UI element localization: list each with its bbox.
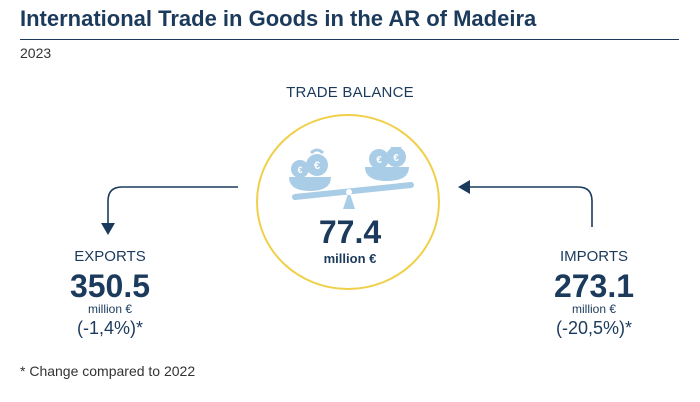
trade-balance-unit: million €: [323, 251, 377, 266]
exports-change: (-1,4%)*: [76, 318, 143, 338]
imports-value: 273.1: [553, 268, 635, 304]
svg-text:€: €: [297, 165, 302, 175]
svg-text:€: €: [393, 153, 399, 164]
exports-value: 350.5: [69, 268, 151, 304]
imports-unit: million €: [571, 302, 616, 316]
page-title: International Trade in Goods in the AR o…: [20, 6, 537, 31]
balance-scale-money-bags-icon: € € € €: [289, 147, 414, 209]
svg-text:€: €: [376, 155, 382, 166]
imports-arrowhead: [458, 180, 470, 194]
title-divider: [20, 39, 679, 40]
year-label: 2023: [20, 45, 52, 61]
footnote: * Change compared to 2022: [20, 363, 196, 379]
trade-balance-value: 77.4: [318, 214, 382, 250]
imports-change: (-20,5%)*: [555, 318, 633, 338]
imports-label: IMPORTS: [559, 248, 629, 265]
svg-text:€: €: [314, 160, 320, 172]
exports-unit: million €: [87, 302, 132, 316]
imports-arrow: [468, 186, 593, 227]
exports-arrowhead: [101, 223, 115, 235]
exports-label: EXPORTS: [74, 248, 146, 265]
exports-arrow: [107, 186, 238, 226]
trade-balance-label: TRADE BALANCE: [286, 84, 414, 101]
trade-balance-circle: [256, 114, 440, 290]
